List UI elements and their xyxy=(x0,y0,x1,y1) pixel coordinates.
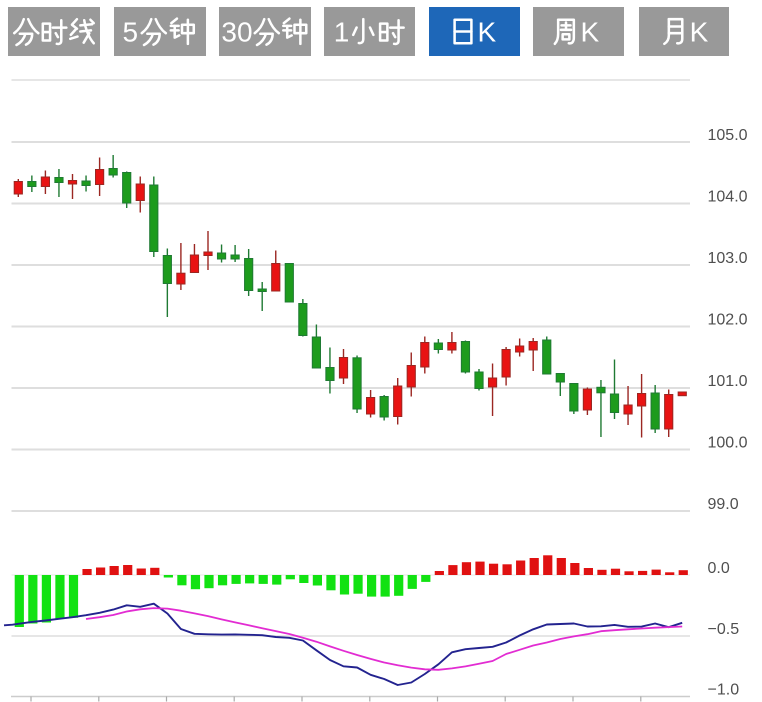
svg-text:102.0: 102.0 xyxy=(708,312,748,329)
svg-text:5: 5 xyxy=(123,17,139,48)
svg-text:30: 30 xyxy=(221,17,252,48)
svg-text:105.0: 105.0 xyxy=(708,127,748,144)
svg-text:0.0: 0.0 xyxy=(708,560,730,577)
svg-text:1: 1 xyxy=(334,17,350,48)
svg-text:−0.5: −0.5 xyxy=(708,621,740,638)
svg-text:K: K xyxy=(690,17,709,48)
svg-text:K: K xyxy=(478,17,497,48)
svg-text:100.0: 100.0 xyxy=(708,435,748,452)
svg-text:K: K xyxy=(581,17,600,48)
svg-text:103.0: 103.0 xyxy=(708,250,748,267)
svg-text:101.0: 101.0 xyxy=(708,373,748,390)
svg-text:99.0: 99.0 xyxy=(708,496,739,513)
svg-text:104.0: 104.0 xyxy=(708,189,748,206)
svg-text:−1.0: −1.0 xyxy=(708,682,740,699)
